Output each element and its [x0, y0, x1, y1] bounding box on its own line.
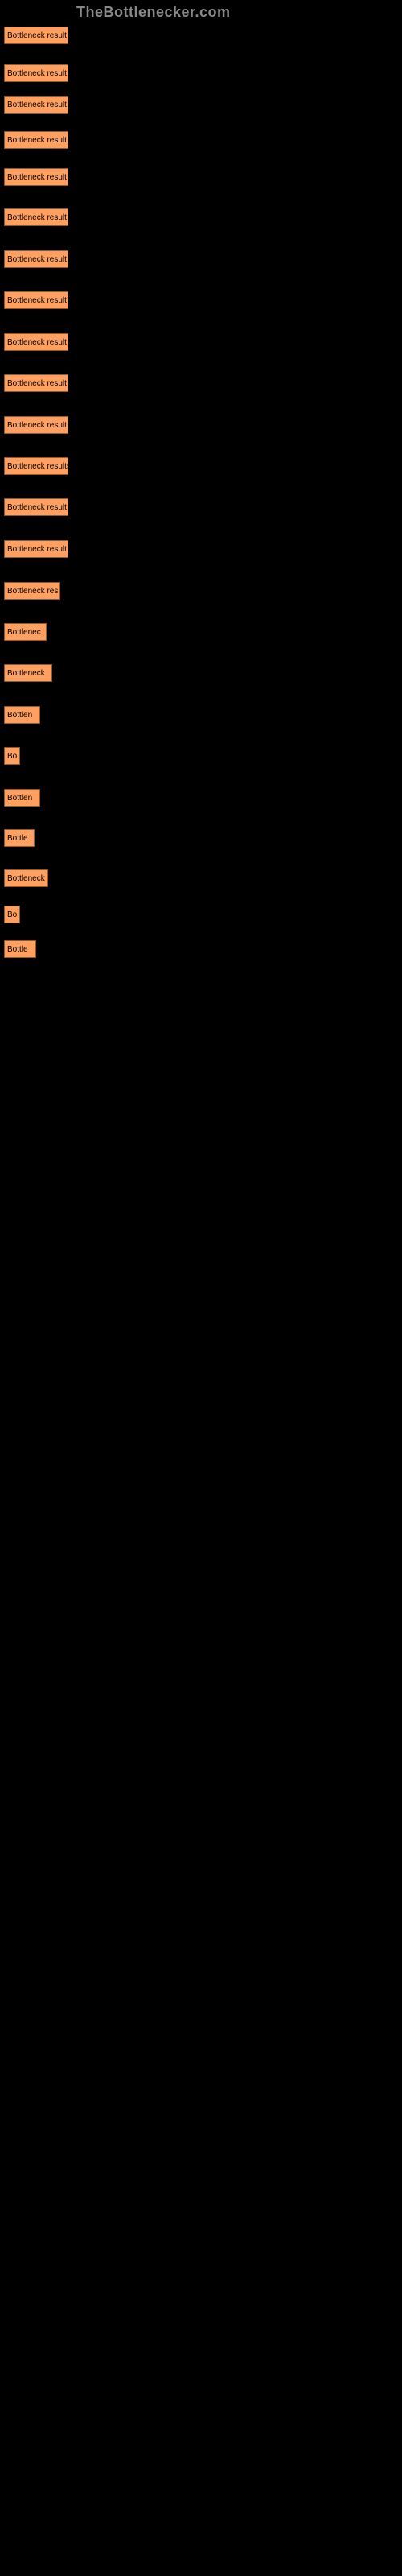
result-item-label: Bottleneck result	[7, 213, 67, 222]
result-item-label: Bottleneck	[7, 874, 45, 883]
result-item-label: Bottleneck result	[7, 31, 67, 40]
result-item[interactable]: Bottlen	[4, 789, 40, 807]
result-item-label: Bottle	[7, 834, 28, 843]
result-item[interactable]: Bottleneck res	[4, 582, 60, 600]
result-item[interactable]: Bottle	[4, 829, 35, 847]
result-item[interactable]: Bottleneck result	[4, 374, 68, 392]
result-item-label: Bottlen	[7, 794, 32, 803]
result-item[interactable]: Bottleneck result o	[4, 540, 68, 558]
result-item-label: Bottleneck result	[7, 379, 67, 388]
result-item[interactable]: Bottleneck result	[4, 96, 68, 114]
result-item-label: Bottleneck result	[7, 173, 67, 182]
result-item[interactable]: Bottleneck	[4, 664, 52, 682]
result-item-label: Bottleneck result	[7, 421, 67, 430]
result-item-label: Bottleneck	[7, 669, 45, 678]
result-item[interactable]: Bottleneck result	[4, 250, 68, 268]
result-item[interactable]: Bottleneck result	[4, 291, 68, 309]
result-item-label: Bottleneck result	[7, 296, 67, 305]
result-item-label: Bottleneck result o	[7, 503, 68, 512]
result-item-label: Bottleneck results	[7, 462, 68, 471]
result-item[interactable]: Bottle	[4, 940, 36, 958]
result-item[interactable]: Bottleneck result	[4, 416, 68, 434]
result-item-label: Bo	[7, 910, 17, 919]
result-item-label: Bottle	[7, 945, 28, 954]
result-item-label: Bottleneck result o	[7, 545, 68, 554]
result-item[interactable]: Bottleneck result	[4, 208, 68, 226]
page-title: TheBottlenecker.com	[76, 4, 231, 21]
result-item[interactable]: Bottleneck result o	[4, 498, 68, 516]
result-item-label: Bottleneck result	[7, 338, 67, 347]
result-item[interactable]: Bottleneck	[4, 869, 48, 887]
result-item-label: Bottleneck result	[7, 69, 67, 78]
result-item[interactable]: Bottleneck result	[4, 131, 68, 149]
result-item[interactable]: Bottleneck results	[4, 457, 68, 475]
result-item[interactable]: Bo	[4, 747, 20, 765]
result-item[interactable]: Bottlenec	[4, 623, 47, 641]
result-item-label: Bottleneck result	[7, 101, 67, 109]
result-item[interactable]: Bottleneck result	[4, 168, 68, 186]
result-item[interactable]: Bottlen	[4, 706, 40, 724]
result-item-label: Bottleneck result	[7, 255, 67, 264]
result-item[interactable]: Bottleneck result	[4, 27, 68, 44]
result-item[interactable]: Bottleneck result	[4, 64, 68, 82]
result-item-label: Bottlen	[7, 711, 32, 720]
result-item[interactable]: Bo	[4, 906, 20, 923]
result-item[interactable]: Bottleneck result	[4, 333, 68, 351]
result-item-label: Bo	[7, 752, 17, 761]
result-item-label: Bottleneck res	[7, 587, 58, 596]
result-item-label: Bottleneck result	[7, 136, 67, 145]
result-item-label: Bottlenec	[7, 628, 41, 637]
